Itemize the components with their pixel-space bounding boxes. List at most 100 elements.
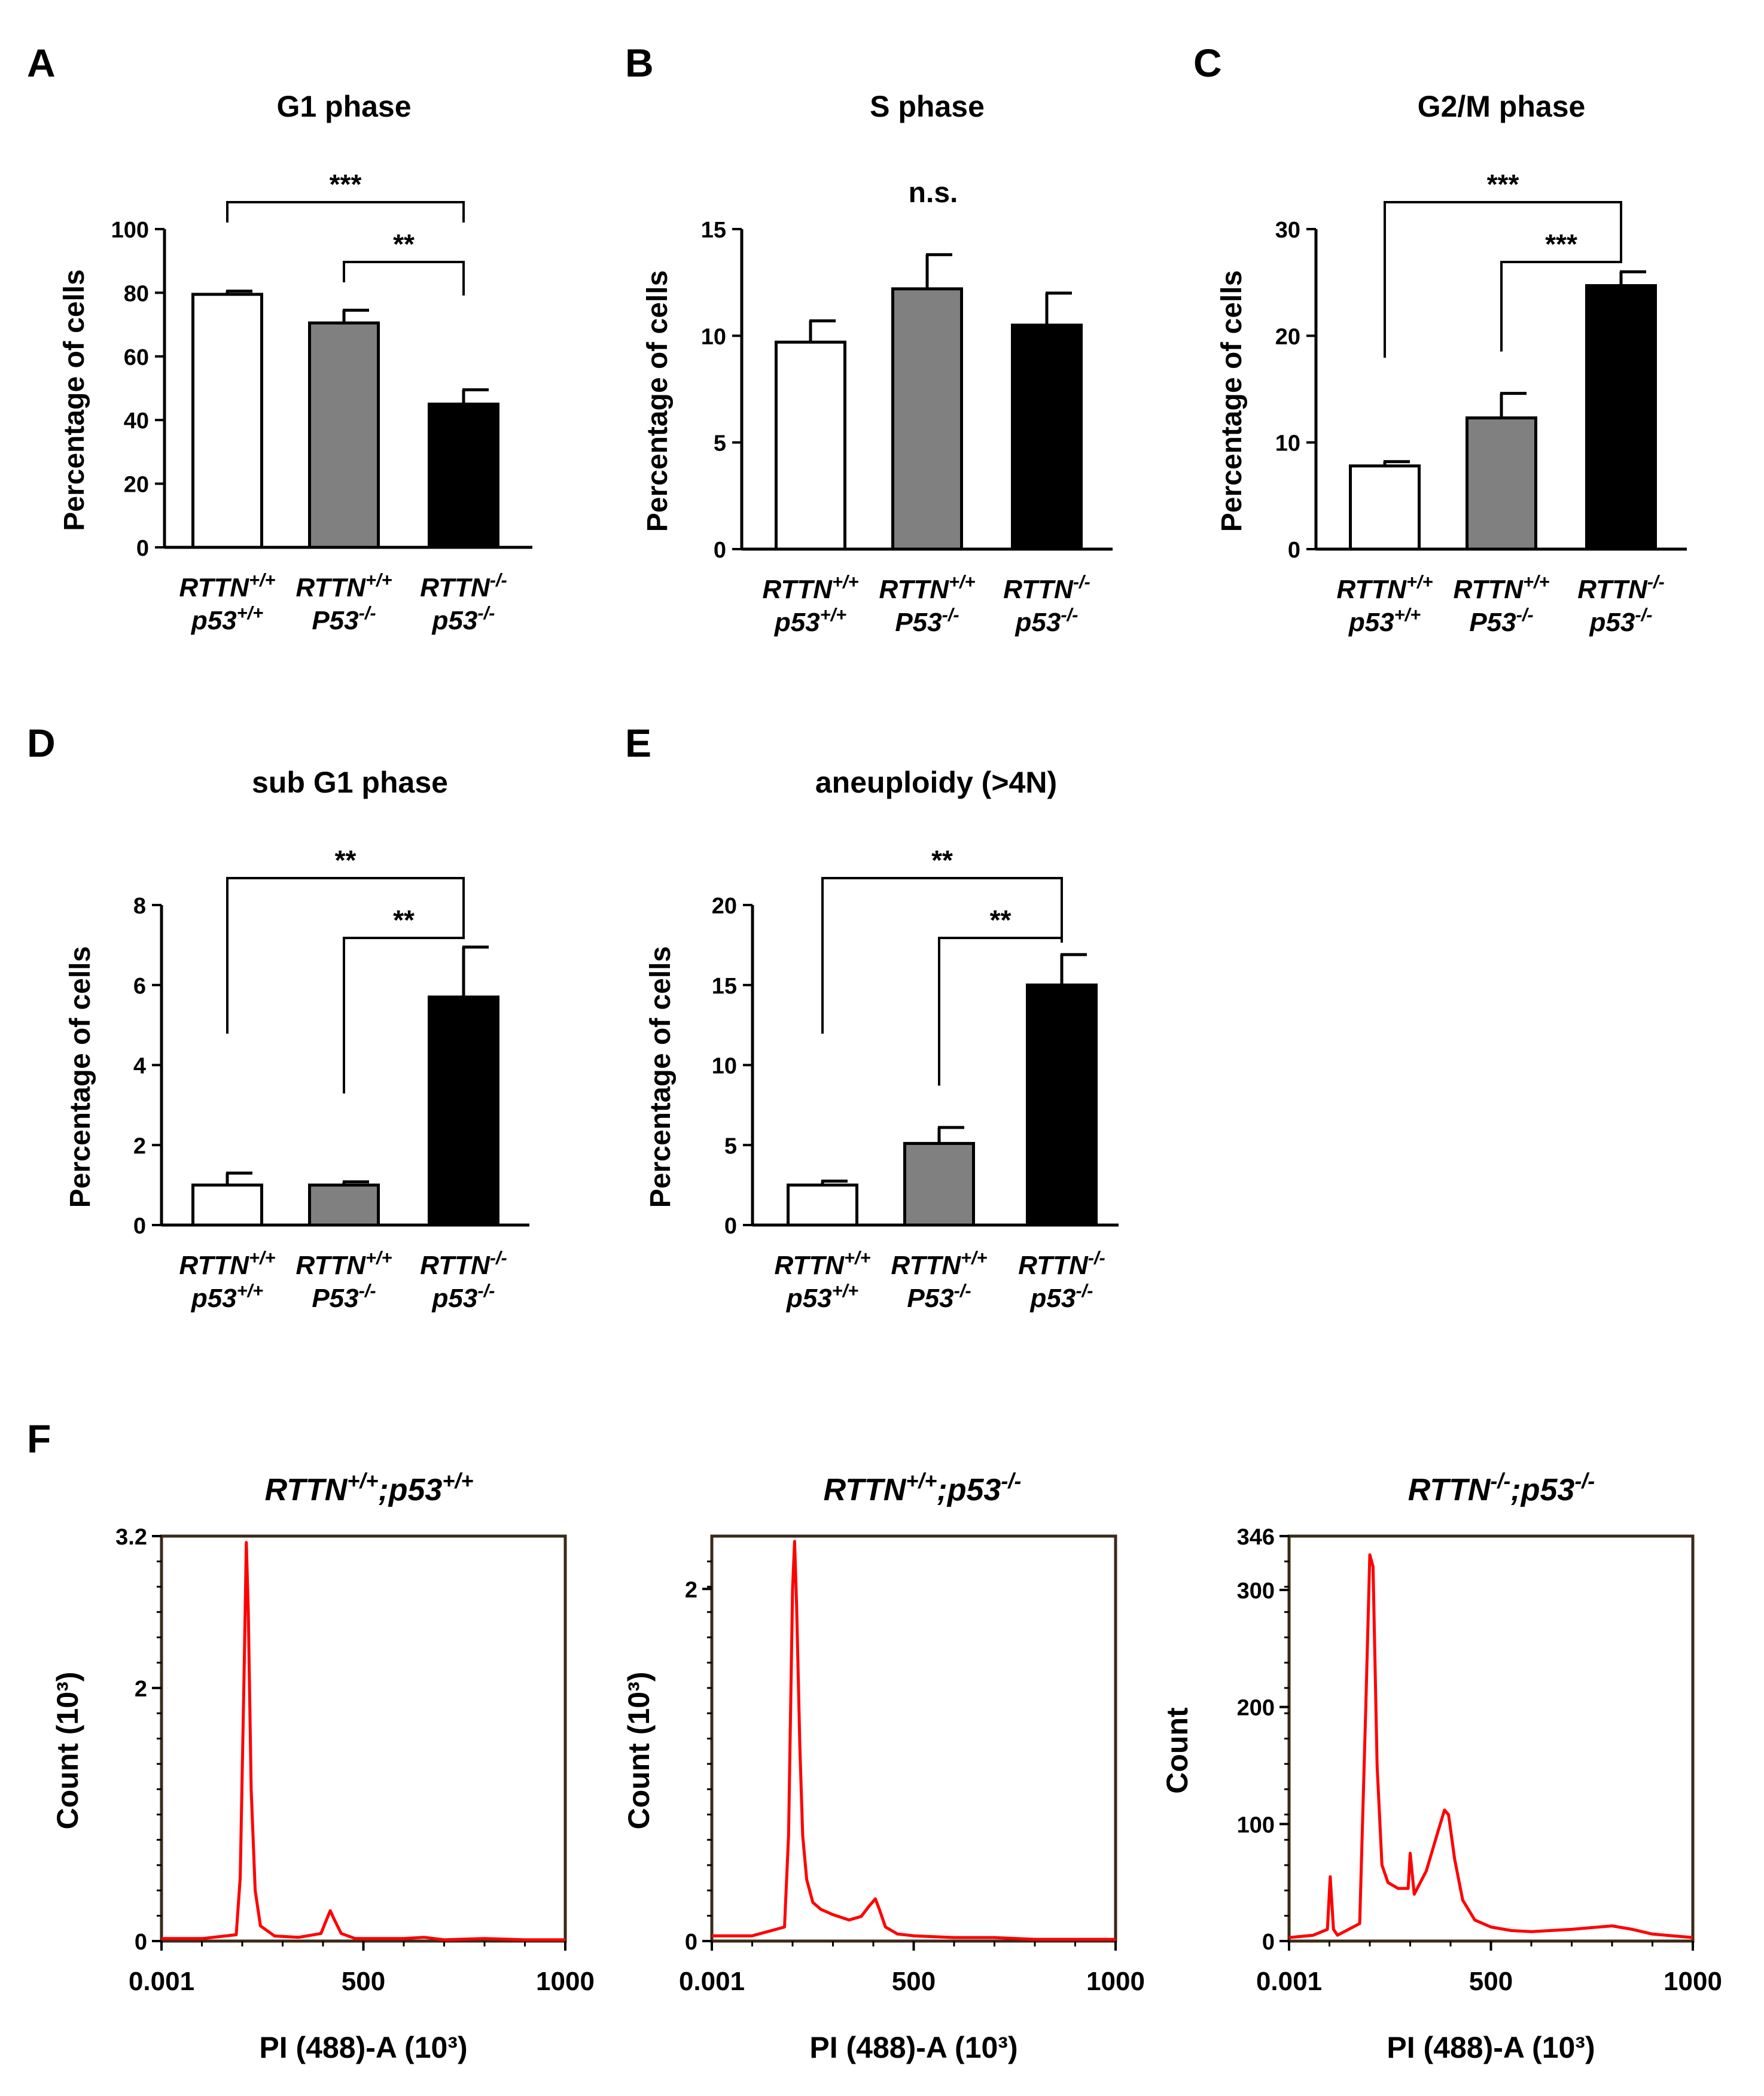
bar (1026, 983, 1098, 1227)
panel-label-A: A (27, 41, 56, 85)
significance-bracket: ** (343, 904, 465, 1093)
x-category-line2: p53-/- (1030, 1280, 1093, 1314)
x-category-line1: RTTN+/+ (179, 1247, 275, 1281)
bar (308, 321, 380, 549)
y-tick-label: 2 (685, 1577, 697, 1603)
significance-annotation: n.s. (909, 177, 958, 209)
plot-frame (160, 1534, 567, 1943)
x-category-line1: RTTN-/- (1577, 571, 1665, 605)
significance-stars: *** (1487, 169, 1519, 200)
x-category-line1: RTTN+/+ (1336, 571, 1433, 605)
significance-bracket: ** (226, 845, 465, 1034)
x-category-line1: RTTN+/+ (179, 569, 275, 603)
y-axis-label: Count (10³) (622, 1672, 656, 1830)
y-tick-label: 30 (1275, 218, 1300, 243)
y-tick-label: 80 (124, 281, 149, 306)
significance-bracket: *** (226, 169, 465, 223)
significance-stars: ** (931, 845, 953, 876)
plot-frame (710, 1534, 1117, 1943)
y-axis-label: Count (1160, 1707, 1194, 1794)
panel-label-E: E (625, 721, 651, 765)
bar (891, 287, 963, 551)
x-tick-label: 500 (1469, 1967, 1513, 1996)
x-category-line2: p53+/+ (191, 602, 263, 636)
significance-stars: ** (393, 904, 415, 936)
histogram-line (162, 1541, 565, 1942)
y-tick-label: 60 (124, 345, 149, 370)
y-tick-label: 10 (701, 324, 726, 349)
y-tick-label: 300 (1237, 1579, 1275, 1604)
x-category-line2: p53-/- (1015, 604, 1078, 638)
bar-chart-C: G2/M phase Percentage of cells 0 10 20 30 RTTN… (1216, 90, 1687, 637)
bar (787, 1183, 858, 1227)
plot-frame (1287, 1534, 1695, 1943)
bar (1466, 416, 1537, 551)
x-category-line2: p53+/+ (774, 604, 846, 638)
y-tick-label: 100 (1237, 1812, 1275, 1838)
y-tick-label: 20 (1275, 324, 1300, 349)
x-category-line2: p53+/+ (1348, 604, 1421, 638)
x-category-line2: P53-/- (1469, 604, 1533, 638)
x-category-line1: RTTN+/+ (295, 1247, 392, 1281)
bracket-line (343, 261, 465, 295)
bracket-line (226, 877, 465, 1034)
x-category-line1: RTTN+/+ (879, 571, 975, 605)
x-category-line1: RTTN-/- (420, 1247, 507, 1281)
y-tick-label: 3.2 (115, 1525, 147, 1550)
y-tick-label: 5 (714, 431, 726, 456)
y-tick-label: 0 (136, 536, 149, 561)
bar (1011, 324, 1083, 551)
significance-bracket: *** (1384, 169, 1622, 358)
y-axis-label: Percentage of cells (65, 946, 96, 1208)
panel-label-D: D (27, 721, 56, 765)
y-tick-label: 4 (133, 1054, 146, 1079)
chart-title: G1 phase (276, 90, 411, 123)
significance-bracket: ** (938, 904, 1063, 1086)
x-category-line2: p53+/+ (786, 1280, 858, 1314)
x-axis-label: PI (488)-A (10³) (809, 2031, 1017, 2064)
y-tick-label: 200 (1237, 1696, 1275, 1721)
x-tick-label: 1000 (1664, 1967, 1722, 1996)
x-category-line2: P53-/- (895, 604, 959, 638)
y-tick-label: 2 (135, 1677, 147, 1702)
x-category-line2: p53+/+ (191, 1280, 263, 1314)
bar (775, 340, 846, 551)
x-tick-label: 1000 (536, 1967, 595, 1996)
bar-chart-D: sub G1 phase Percentage of cells 0 2 4 6 8 RTTN… (65, 766, 529, 1313)
bar (903, 1142, 975, 1227)
significance-stars: *** (330, 169, 362, 200)
y-tick-label: 2 (133, 1134, 146, 1159)
y-axis-label: Percentage of cells (645, 946, 677, 1208)
panel-label-B: B (625, 41, 654, 85)
y-tick-label: 40 (124, 409, 149, 434)
bracket-line (226, 201, 465, 223)
histogram-line (1288, 1553, 1693, 1939)
y-axis-label: Percentage of cells (1216, 270, 1248, 532)
y-tick-label: 0 (1262, 1930, 1275, 1955)
significance-stars: ** (990, 904, 1012, 936)
significance-bracket: ** (343, 229, 465, 295)
x-category-line1: RTTN-/- (420, 569, 507, 603)
y-tick-label: 20 (712, 894, 737, 919)
bar (191, 293, 263, 549)
histogram-title: RTTN+/+;p53-/- (824, 1469, 1022, 1508)
x-tick-label: 0.001 (679, 1967, 745, 1996)
x-category-line2: P53-/- (312, 602, 376, 636)
chart-title: G2/M phase (1418, 90, 1586, 123)
x-tick-label: 0.001 (129, 1967, 194, 1996)
x-tick-label: 500 (892, 1967, 936, 1996)
y-tick-label: 10 (1275, 431, 1300, 456)
bracket-line (938, 937, 1063, 1086)
panel-label-F: F (27, 1416, 51, 1461)
bar-chart-A: G1 phase Percentage of cells 0 20 40 60 80 100 R… (59, 90, 532, 635)
bracket-line (343, 935, 465, 1093)
chart-title: sub G1 phase (252, 766, 448, 799)
bar (1585, 284, 1657, 551)
x-category-line1: RTTN-/- (1003, 571, 1090, 605)
histogram-3: RTTN-/-;p53-/- 0 100 200 300 346 0.001 500 1000 P… (1160, 1469, 1722, 2065)
histogram-line (712, 1540, 1116, 1941)
x-category-line2: P53-/- (907, 1280, 971, 1314)
chart-title: aneuploidy (>4N) (815, 766, 1057, 799)
y-tick-label: 6 (133, 974, 146, 999)
